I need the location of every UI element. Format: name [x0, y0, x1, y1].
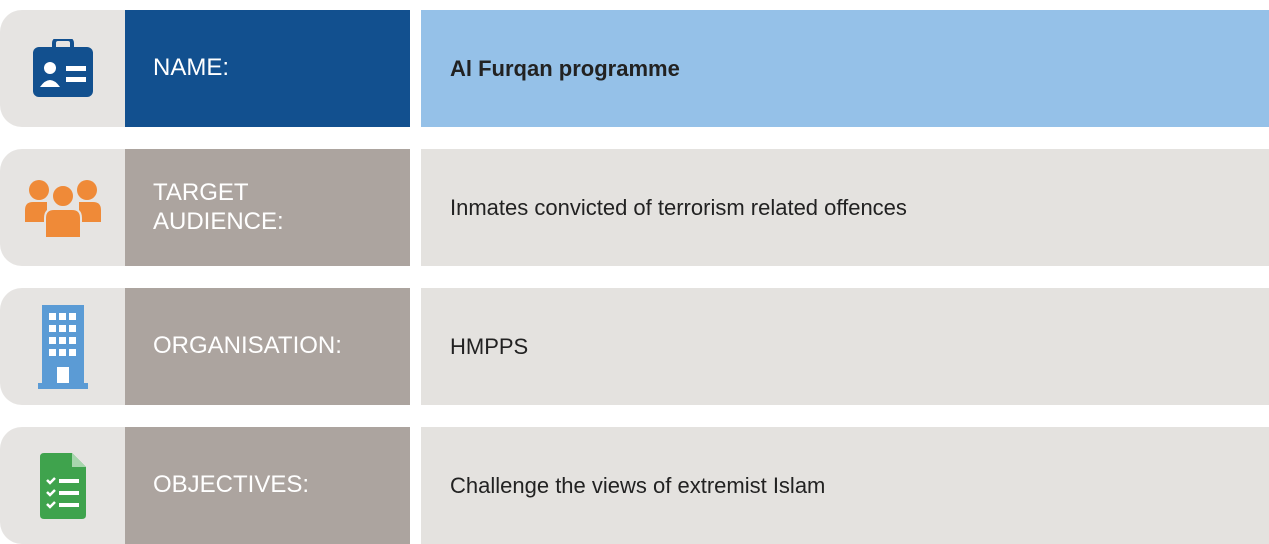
building-icon: [37, 304, 88, 389]
row: TARGET AUDIENCE: Inmates convicted of te…: [0, 149, 1269, 266]
icon-cell: [0, 149, 125, 266]
row-label: NAME:: [125, 10, 410, 127]
icon-cell: [0, 10, 125, 127]
checklist-icon: [39, 452, 86, 519]
id-badge-icon: [32, 38, 93, 97]
row-value: HMPPS: [421, 288, 1269, 405]
row-value: Al Furqan programme: [421, 10, 1269, 127]
people-icon: [24, 179, 101, 238]
row-label: OBJECTIVES:: [125, 427, 410, 544]
row-value: Inmates convicted of terrorism related o…: [421, 149, 1269, 266]
icon-cell: [0, 427, 125, 544]
row-value: Challenge the views of extremist Islam: [421, 427, 1269, 544]
row-label: ORGANISATION:: [125, 288, 410, 405]
row-label: TARGET AUDIENCE:: [125, 149, 410, 266]
icon-cell: [0, 288, 125, 405]
row: OBJECTIVES: Challenge the views of extre…: [0, 427, 1269, 544]
row: NAME: Al Furqan programme: [0, 10, 1269, 127]
row: ORGANISATION: HMPPS: [0, 288, 1269, 405]
